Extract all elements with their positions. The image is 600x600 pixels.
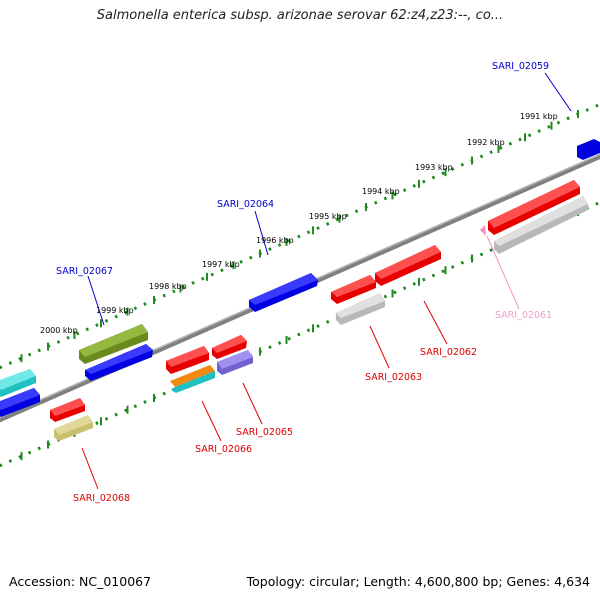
scale-label: 1997 kbp xyxy=(202,260,240,269)
gene-feature-blue-top xyxy=(0,388,40,410)
gene-feature-red-top xyxy=(50,398,85,416)
gene-features xyxy=(0,139,600,441)
gene-feature-red-top xyxy=(488,180,580,228)
scale-label: 1994 kbp xyxy=(362,187,400,196)
gene-label[interactable]: SARI_02067 xyxy=(56,266,113,277)
gene-label[interactable]: SARI_02065 xyxy=(236,427,293,438)
accession-text: Accession: NC_010067 xyxy=(9,574,152,589)
gene-label[interactable]: SARI_02063 xyxy=(365,372,422,383)
scale-label: 1995 kbp xyxy=(309,212,347,221)
gene-feature-gray-top xyxy=(494,196,588,246)
gene-label[interactable]: SARI_02068 xyxy=(73,493,130,504)
gene-feature-red-top xyxy=(331,275,376,297)
gene-feature-blue-top xyxy=(249,273,318,305)
gene-label[interactable]: SARI_02062 xyxy=(420,347,477,358)
gene-feature-purple-top xyxy=(217,350,253,369)
scale-label: 2000 kbp xyxy=(40,326,78,335)
gene-feature-red-top xyxy=(212,335,247,353)
gene-feature-cyan-top xyxy=(0,369,36,390)
gene-label[interactable]: SARI_02064 xyxy=(217,199,274,210)
scale-label: 1999 kbp xyxy=(96,306,134,315)
gene-label[interactable]: SARI_02066 xyxy=(195,444,252,455)
genome-stats-text: Topology: circular; Length: 4,600,800 bp… xyxy=(246,574,590,589)
gene-feature-orange[interactable] xyxy=(170,365,215,387)
label-leaders xyxy=(81,72,572,490)
scale-label: 1996 kbp xyxy=(256,236,294,245)
gene-feature-olive-top xyxy=(79,324,148,357)
gene-feature-red-top xyxy=(166,346,209,367)
gene-feature-pink[interactable] xyxy=(480,225,486,236)
scale-label: 1993 kbp xyxy=(415,163,453,172)
gene-feature-red-top xyxy=(375,245,441,279)
gene-label[interactable]: SARI_02061 xyxy=(495,310,552,321)
gene-feature-cyan[interactable] xyxy=(171,371,215,393)
scale-label: 1991 kbp xyxy=(520,112,558,121)
gene-feature-blue[interactable] xyxy=(577,139,600,160)
map-title: Salmonella enterica subsp. arizonae sero… xyxy=(96,8,504,23)
scale-label: 1998 kbp xyxy=(149,282,187,291)
scale-label: 1992 kbp xyxy=(467,138,505,147)
gene-feature-gray-top xyxy=(336,293,385,318)
gene-feature-blue-top xyxy=(85,344,153,374)
gene-label[interactable]: SARI_02059 xyxy=(492,61,549,72)
gene-feature-khaki-top xyxy=(54,415,93,435)
